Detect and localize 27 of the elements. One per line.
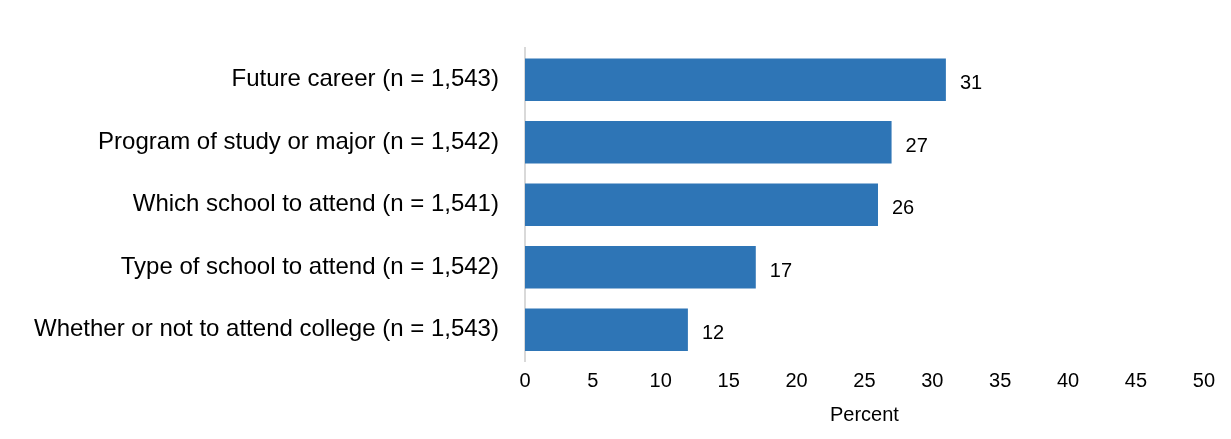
y-tick-label: Type of school to attend (n = 1,542) (120, 251, 499, 279)
bar (524, 58, 946, 101)
x-tick-label: 40 (1056, 368, 1080, 391)
bar (524, 183, 878, 226)
data-label: 31 (959, 71, 983, 94)
x-tick-label: 50 (1192, 368, 1215, 391)
x-tick-label: 20 (785, 368, 808, 391)
data-label: 12 (701, 321, 725, 344)
x-tick-label: 25 (853, 368, 876, 391)
x-axis-title: Percent (829, 402, 900, 425)
y-tick-label: Whether or not to attend college (n = 1,543) (34, 314, 499, 342)
x-tick-label: 45 (1124, 368, 1148, 391)
data-label: 27 (905, 133, 928, 156)
data-label: 26 (891, 196, 915, 219)
data-label: 17 (769, 258, 793, 281)
x-tick-label: 5 (587, 368, 599, 391)
y-tick-label: Program of study or major (n = 1,542) (98, 126, 499, 154)
x-tick-label: 15 (717, 368, 740, 391)
bar (524, 308, 688, 351)
y-tick-label: Future career (n = 1,543) (231, 64, 499, 92)
x-tick-label: 10 (649, 368, 672, 391)
x-tick-label: 0 (519, 368, 531, 391)
x-tick-label: 35 (989, 368, 1012, 391)
x-tick-label: 30 (921, 368, 944, 391)
bar (524, 120, 892, 164)
bar (524, 245, 756, 289)
y-tick-label: Which school to attend (n = 1,541) (132, 189, 499, 217)
